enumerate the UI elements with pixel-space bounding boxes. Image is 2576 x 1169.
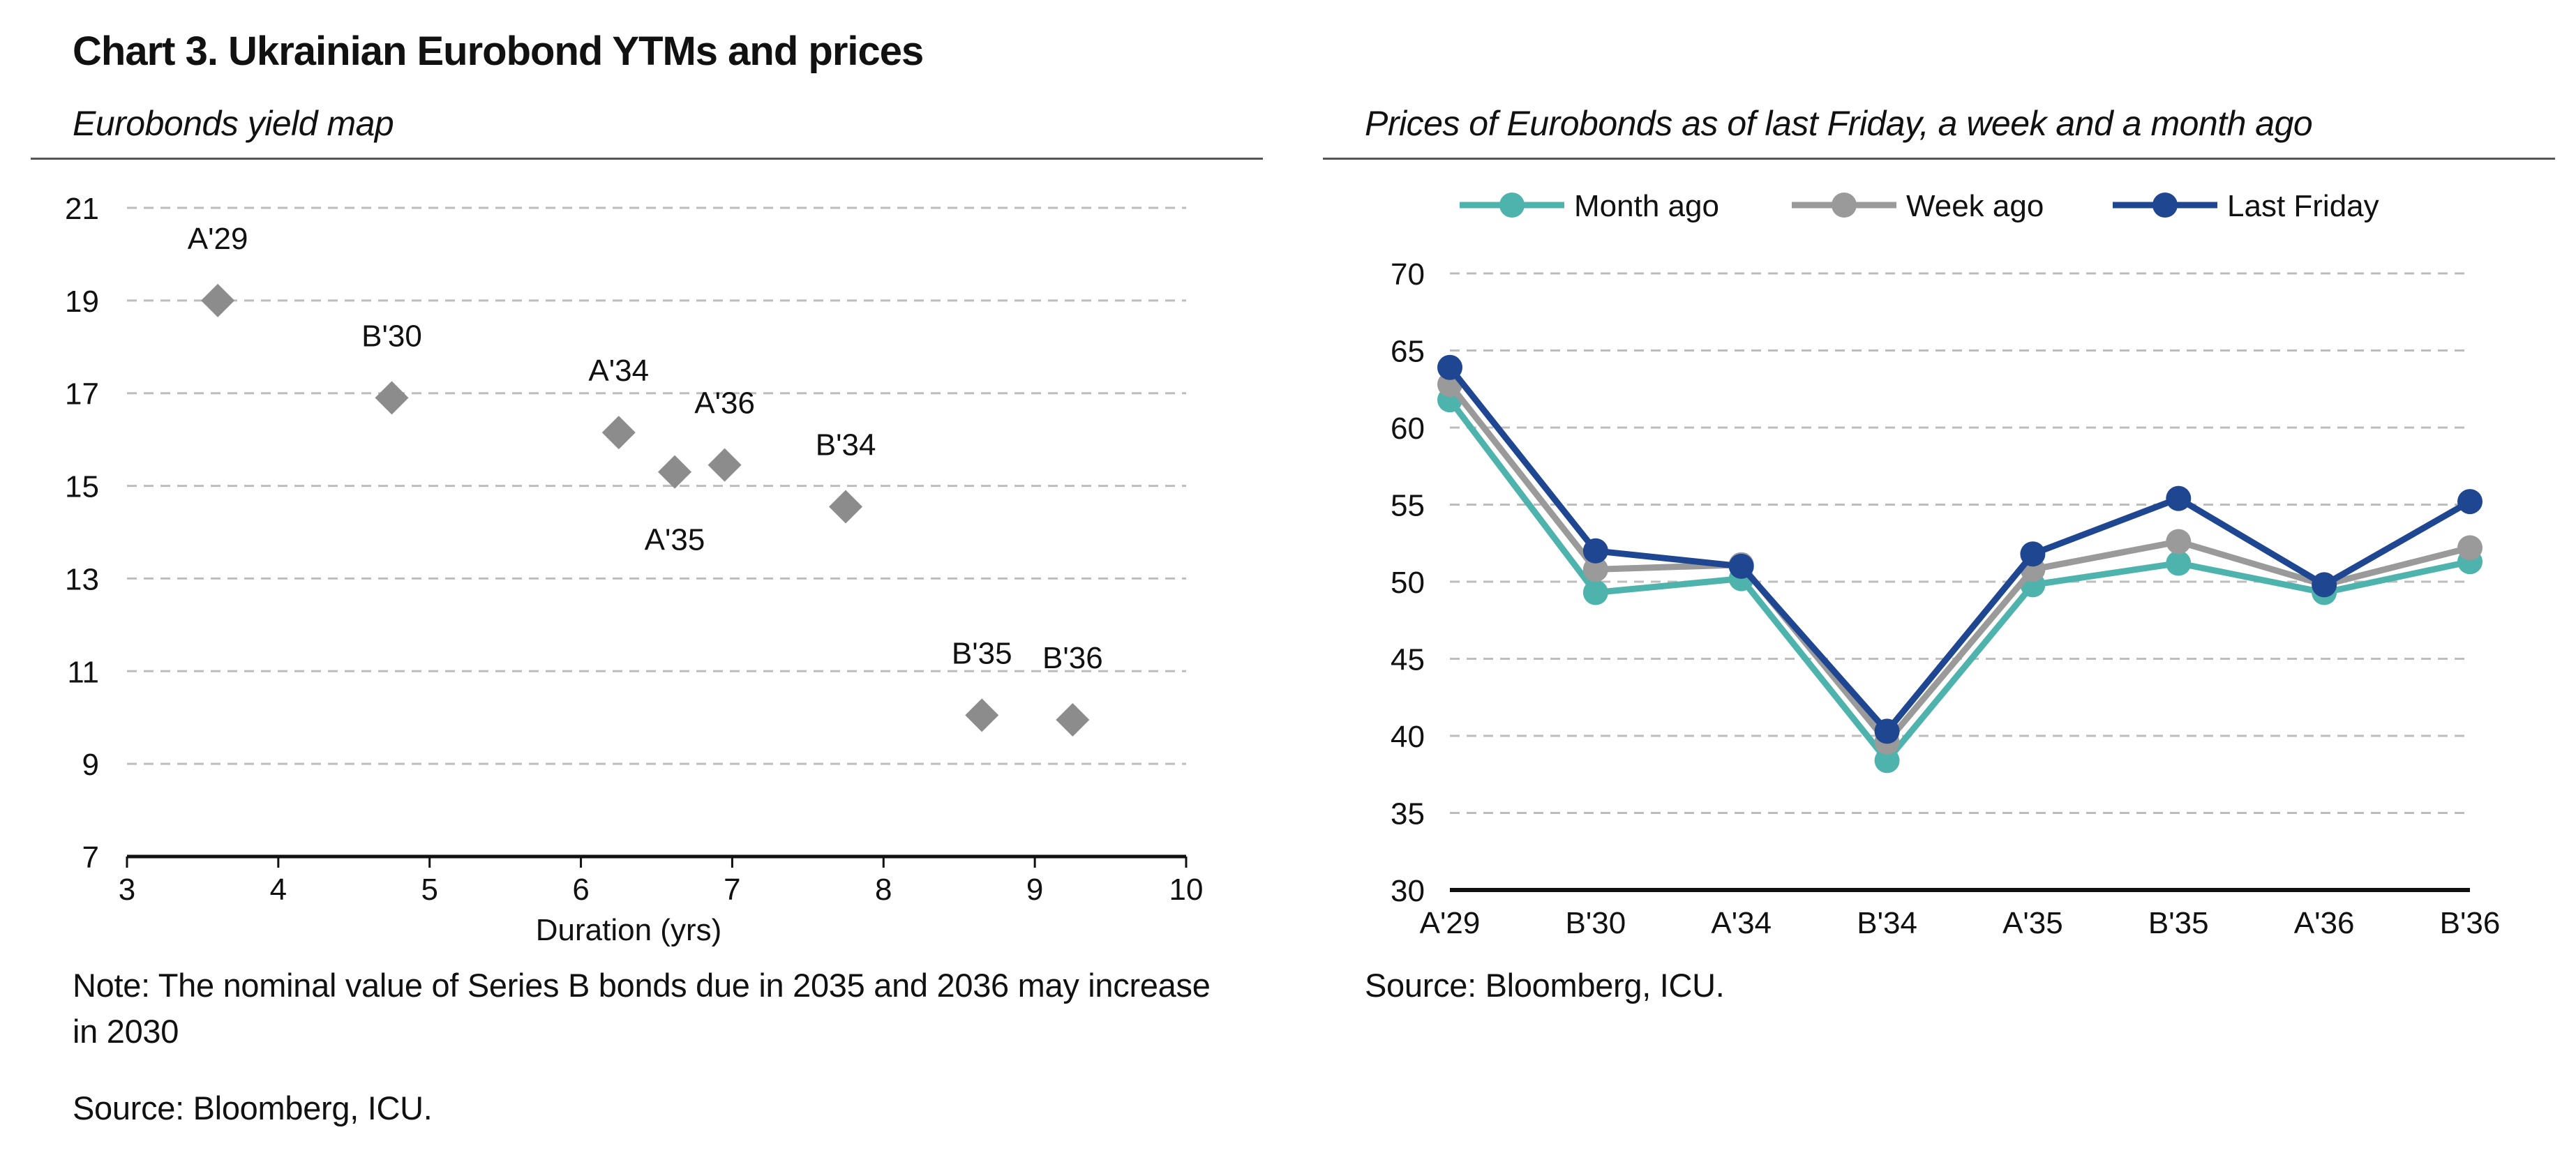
point-label: A'36: [694, 386, 755, 421]
series-marker: [2166, 529, 2192, 555]
scatter-point: [1056, 703, 1090, 737]
series-marker: [2312, 572, 2337, 598]
left-header-rule: [31, 158, 1263, 160]
series-marker: [2166, 550, 2192, 576]
legend-marker: [1832, 193, 1857, 218]
series-marker: [1874, 718, 1900, 744]
y-tick-label: 50: [1391, 566, 1425, 600]
x-tick-label: 5: [421, 873, 437, 907]
series-marker: [1582, 538, 1608, 564]
series-marker: [1582, 580, 1608, 605]
price-line-chart: 30 35 40 45 50 55 60 65 70 A'29 B'30 A'34 B'34 A'35 B'…: [1391, 189, 2500, 940]
series-marker: [1874, 748, 1900, 774]
x-tick-label: B'36: [2440, 906, 2501, 940]
y-tick-label: 11: [67, 655, 99, 689]
series-line: [1447, 398, 2471, 764]
x-tick-label: A'35: [2002, 906, 2063, 940]
x-tick-label: 3: [119, 873, 135, 907]
y-tick-label: 40: [1391, 720, 1425, 754]
x-tick-label: B'35: [2148, 906, 2209, 940]
x-tick-label: B'34: [1857, 906, 1917, 940]
x-tick-label: 6: [572, 873, 589, 907]
y-tick-label: 9: [82, 748, 99, 782]
point-label: B'34: [816, 428, 876, 462]
series-line: [1447, 365, 2472, 734]
y-tick-label: 65: [1391, 335, 1425, 369]
x-tick-label: 9: [1026, 873, 1043, 907]
legend-marker: [1499, 193, 1525, 218]
x-tick-label: A'36: [2294, 906, 2355, 940]
scatter-point: [601, 416, 636, 450]
y-tick-label: 7: [82, 840, 99, 875]
series-marker: [2457, 489, 2483, 515]
series-marker: [2457, 535, 2483, 561]
scatter-point: [829, 490, 863, 524]
series-marker: [2020, 541, 2046, 567]
chart-title: Chart 3. Ukrainian Eurobond YTMs and pri…: [73, 29, 924, 74]
point-label: A'34: [588, 354, 649, 388]
x-tick-label: 4: [270, 873, 287, 907]
x-tick-label: A'29: [1420, 906, 1481, 940]
y-tick-label: 15: [65, 470, 99, 504]
legend-label: Month ago: [1574, 189, 1719, 223]
y-tick-label: 45: [1391, 643, 1425, 677]
point-label: A'29: [188, 222, 248, 256]
scatter-point: [965, 698, 999, 732]
x-tick-label: 8: [875, 873, 892, 907]
left-source: Source: Bloomberg, ICU.: [73, 1089, 433, 1126]
scatter-point: [707, 448, 742, 482]
x-tick-label: A'34: [1711, 906, 1772, 940]
series-marker: [2166, 485, 2192, 511]
y-tick-label: 21: [65, 192, 99, 226]
y-tick-label: 55: [1391, 489, 1425, 523]
y-tick-label: 35: [1391, 797, 1425, 831]
left-note: Note: The nominal value of Series B bond…: [73, 967, 1211, 1050]
right-header-rule: [1323, 158, 2555, 160]
left-chart-subtitle: Eurobonds yield map: [73, 104, 394, 143]
y-tick-label: 13: [65, 562, 99, 596]
x-tick-label: 7: [724, 873, 740, 907]
point-label: B'30: [361, 319, 422, 353]
right-source: Source: Bloomberg, ICU.: [1365, 967, 1725, 1004]
legend-label: Week ago: [1906, 189, 2044, 223]
series-marker: [1582, 557, 1608, 582]
point-label: B'35: [952, 636, 1012, 670]
series-marker: [1437, 354, 1462, 380]
series-marker: [1728, 553, 1754, 579]
y-tick-label: 19: [65, 285, 99, 319]
x-tick-label: B'30: [1566, 906, 1626, 940]
scatter-point: [375, 381, 409, 415]
right-chart-subtitle: Prices of Eurobonds as of last Friday, a…: [1365, 104, 2313, 143]
y-tick-label: 17: [65, 377, 99, 412]
legend-label: Last Friday: [2227, 189, 2379, 223]
point-label: B'36: [1042, 641, 1103, 675]
x-axis-label: Duration (yrs): [536, 913, 722, 947]
y-tick-label: 70: [1391, 257, 1425, 292]
y-tick-label: 30: [1391, 874, 1425, 908]
point-label: A'35: [645, 523, 705, 557]
y-tick-label: 60: [1391, 412, 1425, 446]
x-tick-label: 10: [1169, 873, 1204, 907]
scatter-point: [658, 455, 692, 489]
series-line: [1447, 382, 2471, 746]
yield-map-chart: 7 9 11 13 15 17 19 21 3 4 5 6 7 8 9 10 Duration (yrs) A'2…: [65, 192, 1203, 947]
legend-marker: [2152, 193, 2178, 218]
scatter-point: [201, 283, 235, 317]
